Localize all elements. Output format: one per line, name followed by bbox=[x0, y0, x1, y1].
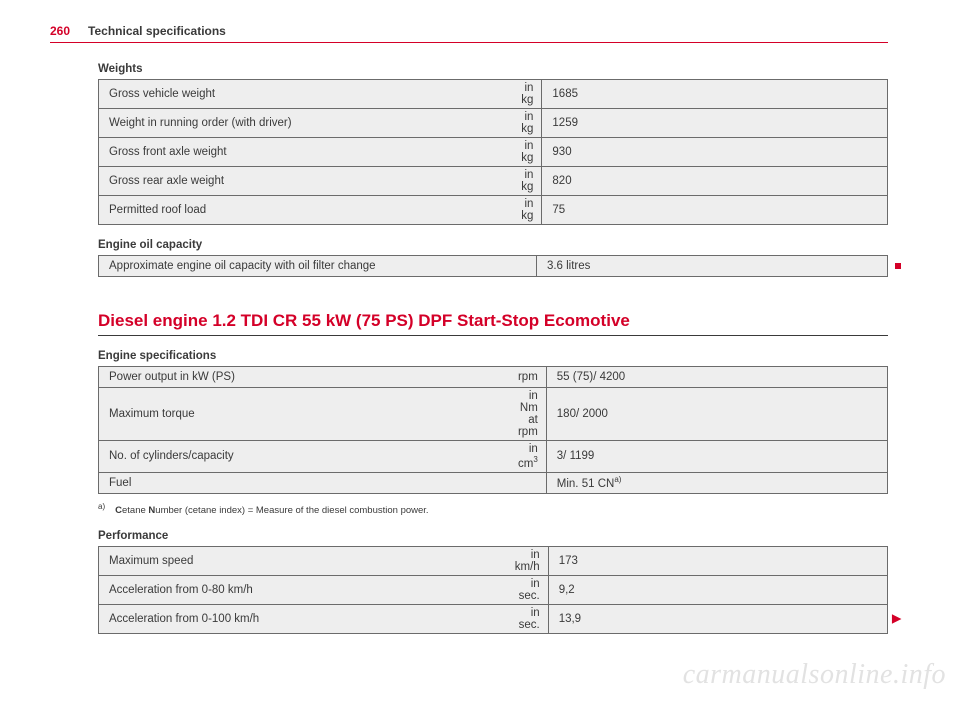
table-row: Maximum torque in Nm at rpm 180/ 2000 bbox=[99, 388, 888, 441]
cell-unit: in Nm at rpm bbox=[518, 388, 546, 441]
engine-title: Diesel engine 1.2 TDI CR 55 kW (75 PS) D… bbox=[98, 311, 888, 331]
page-number: 260 bbox=[50, 24, 70, 38]
cell-label: Fuel bbox=[99, 472, 518, 493]
cell-label: No. of cylinders/capacity bbox=[99, 441, 518, 473]
cell-unit: in kg bbox=[521, 80, 542, 109]
table-row: Maximum speed in km/h 173 bbox=[99, 546, 888, 575]
cell-label: Maximum torque bbox=[99, 388, 518, 441]
cell-value: 173 bbox=[548, 546, 887, 575]
oil-heading: Engine oil capacity bbox=[98, 239, 888, 251]
cell-value-text: 13,9 bbox=[559, 613, 581, 625]
engine-spec-table: Power output in kW (PS) rpm 55 (75)/ 420… bbox=[98, 366, 888, 494]
cell-label: Acceleration from 0-80 km/h bbox=[99, 575, 515, 604]
cell-unit: in kg bbox=[521, 196, 542, 225]
cell-unit: in kg bbox=[521, 109, 542, 138]
oil-table: Approximate engine oil capacity with oil… bbox=[98, 255, 888, 277]
cell-value: 75 bbox=[542, 196, 888, 225]
cell-value: 3/ 1199 bbox=[546, 441, 887, 473]
cell-label: Acceleration from 0-100 km/h bbox=[99, 604, 515, 633]
cell-unit: in kg bbox=[521, 138, 542, 167]
section-title: Technical specifications bbox=[88, 24, 226, 38]
cell-value: 1685 bbox=[542, 80, 888, 109]
cell-value: 1259 bbox=[542, 109, 888, 138]
weights-heading: Weights bbox=[98, 63, 888, 75]
cell-label: Gross vehicle weight bbox=[99, 80, 522, 109]
table-row: No. of cylinders/capacity in cm3 3/ 1199 bbox=[99, 441, 888, 473]
table-row: Gross rear axle weight in kg 820 bbox=[99, 167, 888, 196]
cell-value-text: 3.6 litres bbox=[547, 260, 590, 272]
cell-value: 820 bbox=[542, 167, 888, 196]
cell-label: Gross front axle weight bbox=[99, 138, 522, 167]
cell-value: 930 bbox=[542, 138, 888, 167]
cell-value: 3.6 litres bbox=[536, 256, 887, 277]
cell-label: Gross rear axle weight bbox=[99, 167, 522, 196]
cell-label: Approximate engine oil capacity with oil… bbox=[99, 256, 528, 277]
cell-value: 180/ 2000 bbox=[546, 388, 887, 441]
page-header: 260 Technical specifications bbox=[50, 24, 888, 38]
weights-table: Gross vehicle weight in kg 1685 Weight i… bbox=[98, 79, 888, 225]
cell-unit: in sec. bbox=[515, 575, 548, 604]
header-rule bbox=[50, 42, 888, 43]
cell-unit: in sec. bbox=[515, 604, 548, 633]
performance-table: Maximum speed in km/h 173 Acceleration f… bbox=[98, 546, 888, 634]
engine-spec-heading: Engine specifications bbox=[98, 350, 888, 362]
table-row: Gross front axle weight in kg 930 bbox=[99, 138, 888, 167]
cell-unit: rpm bbox=[518, 367, 546, 388]
footnote-marker: a) bbox=[98, 502, 105, 511]
cell-unit: in km/h bbox=[515, 546, 548, 575]
cell-label: Power output in kW (PS) bbox=[99, 367, 518, 388]
table-row: Fuel Min. 51 CNa) bbox=[99, 472, 888, 493]
cell-unit bbox=[518, 472, 546, 493]
page: 260 Technical specifications Weights Gro… bbox=[0, 0, 960, 634]
cell-unit: in kg bbox=[521, 167, 542, 196]
table-row: Weight in running order (with driver) in… bbox=[99, 109, 888, 138]
cell-unit: in cm3 bbox=[518, 441, 546, 473]
section-end-icon bbox=[895, 263, 901, 269]
footnote: a)Cetane Number (cetane index) = Measure… bbox=[98, 502, 888, 516]
cell-value: Min. 51 CNa) bbox=[546, 472, 887, 493]
table-row: Gross vehicle weight in kg 1685 bbox=[99, 80, 888, 109]
table-row: Power output in kW (PS) rpm 55 (75)/ 420… bbox=[99, 367, 888, 388]
cell-label: Weight in running order (with driver) bbox=[99, 109, 522, 138]
cell-value: 55 (75)/ 4200 bbox=[546, 367, 887, 388]
table-row: Permitted roof load in kg 75 bbox=[99, 196, 888, 225]
table-row: Approximate engine oil capacity with oil… bbox=[99, 256, 888, 277]
table-row: Acceleration from 0-80 km/h in sec. 9,2 bbox=[99, 575, 888, 604]
performance-heading: Performance bbox=[98, 530, 888, 542]
cell-value: 9,2 bbox=[548, 575, 887, 604]
content-area: Weights Gross vehicle weight in kg 1685 … bbox=[98, 63, 888, 634]
watermark: carmanualsonline.info bbox=[683, 659, 946, 691]
table-row: Acceleration from 0-100 km/h in sec. 13,… bbox=[99, 604, 888, 633]
cell-label: Permitted roof load bbox=[99, 196, 522, 225]
cell-value: 13,9 ▶ bbox=[548, 604, 887, 633]
cell-unit bbox=[528, 256, 537, 277]
engine-title-rule bbox=[98, 335, 888, 336]
cell-label: Maximum speed bbox=[99, 546, 515, 575]
